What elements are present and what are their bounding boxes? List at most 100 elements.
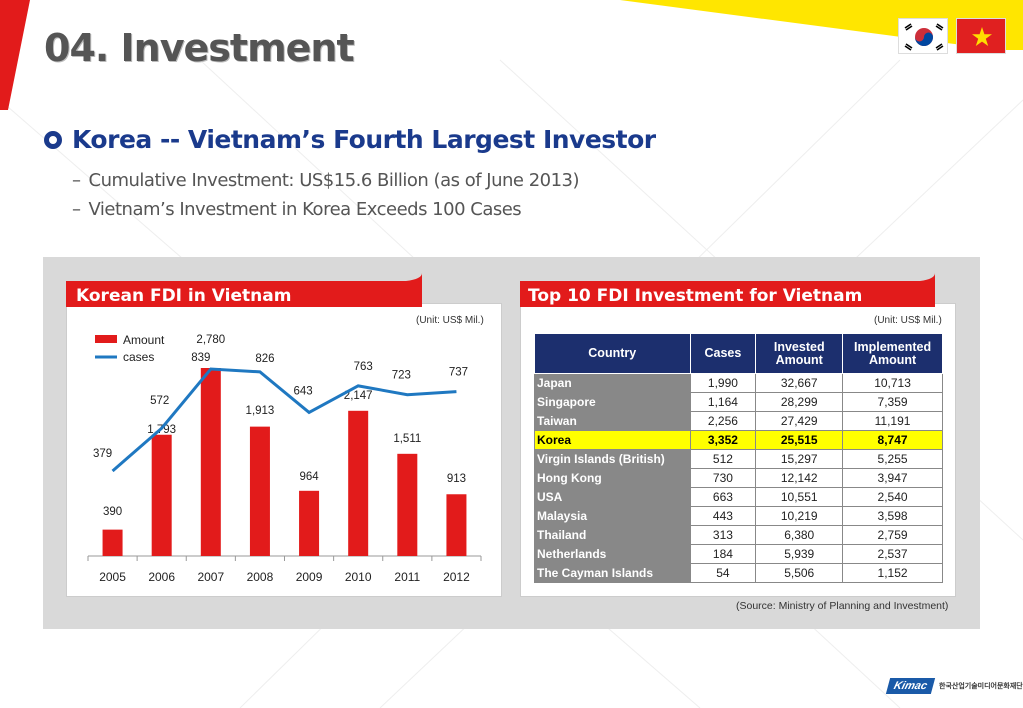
cell-implemented: 1,152 — [842, 563, 943, 583]
chart-tab-shape — [66, 273, 422, 307]
x-tick-label: 2012 — [443, 570, 470, 584]
cell-implemented: 11,191 — [842, 411, 943, 431]
bar-data-label: 1,511 — [393, 433, 421, 445]
header-invested: Invested Amount — [755, 333, 844, 374]
amount-bar — [200, 368, 221, 556]
cell-implemented: 3,947 — [842, 468, 943, 488]
cell-cases: 313 — [689, 525, 757, 545]
bullet-ring-icon — [44, 130, 62, 149]
cell-country: The Cayman Islands — [534, 563, 691, 583]
subpoint-text: Vietnam’s Investment in Korea Exceeds 10… — [88, 199, 522, 220]
cell-country: Taiwan — [534, 411, 691, 431]
x-tick-label: 2010 — [345, 570, 372, 584]
x-tick-label: 2005 — [99, 570, 126, 584]
table-row: Singapore 1,164 28,299 7,359 — [534, 392, 943, 412]
line-data-label: 572 — [150, 395, 169, 407]
line-data-label: 737 — [449, 367, 468, 379]
header-cases: Cases — [689, 333, 757, 374]
cell-implemented: 2,537 — [842, 544, 943, 564]
legend-label-amount: Amount — [123, 333, 165, 347]
amount-bar — [397, 453, 418, 556]
cell-invested: 10,219 — [755, 506, 844, 526]
source-note: (Source: Ministry of Planning and Invest… — [736, 600, 949, 612]
cell-cases: 730 — [689, 468, 757, 488]
bar-data-label: 1,913 — [246, 405, 275, 417]
subpoint-text: Cumulative Investment: US$15.6 Billion (… — [88, 170, 580, 191]
cell-invested: 12,142 — [755, 468, 844, 488]
korea-flag-icon — [898, 18, 948, 54]
header-implemented: Implemented Amount — [842, 333, 943, 374]
table-row: Korea 3,352 25,515 8,747 — [534, 430, 943, 450]
subpoint: – Cumulative Investment: US$15.6 Billion … — [72, 170, 580, 191]
table-row: Taiwan 2,256 27,429 11,191 — [534, 411, 943, 431]
kimac-logo: Kimac 한국산업기술미디어문화재단 — [885, 678, 1023, 694]
amount-bar — [446, 494, 467, 556]
line-data-label: 379 — [93, 448, 112, 460]
cell-invested: 25,515 — [755, 430, 844, 450]
cell-cases: 2,256 — [689, 411, 757, 431]
bar-data-label: 390 — [103, 506, 122, 518]
cell-invested: 10,551 — [755, 487, 844, 507]
cell-country: Hong Kong — [534, 468, 691, 488]
chart-unit: (Unit: US$ Mil.) — [416, 315, 484, 326]
table-row: The Cayman Islands 54 5,506 1,152 — [534, 563, 943, 583]
line-data-label: 643 — [293, 385, 312, 397]
cell-country: Korea — [534, 430, 691, 450]
cell-implemented: 10,713 — [842, 373, 943, 393]
line-data-label: 763 — [354, 361, 373, 373]
amount-bar — [299, 490, 320, 556]
cell-country: Virgin Islands (British) — [534, 449, 691, 469]
cell-cases: 1,990 — [689, 373, 757, 393]
cell-implemented: 5,255 — [842, 449, 943, 469]
line-data-label: 723 — [392, 370, 411, 382]
cell-country: Malaysia — [534, 506, 691, 526]
cell-invested: 32,667 — [755, 373, 844, 393]
table-header-row: Country Cases Invested Amount Implemente… — [534, 333, 943, 374]
cell-invested: 15,297 — [755, 449, 844, 469]
line-data-label: 826 — [255, 353, 274, 365]
amount-bar — [102, 529, 123, 556]
cell-country: Japan — [534, 373, 691, 393]
amount-bar — [151, 434, 172, 556]
header-country: Country — [534, 333, 691, 374]
dash-icon: – — [72, 199, 81, 220]
cell-invested: 27,429 — [755, 411, 844, 431]
bar-data-label: 964 — [299, 471, 319, 483]
x-tick-label: 2007 — [197, 570, 224, 584]
dash-icon: – — [72, 170, 81, 191]
cell-cases: 184 — [689, 544, 757, 564]
main-bullet: Korea -- Vietnam’s Fourth Largest Invest… — [44, 125, 656, 154]
legend-label-cases: cases — [123, 350, 154, 364]
cell-cases: 54 — [689, 563, 757, 583]
vietnam-flag-icon — [956, 18, 1006, 54]
cell-country: Thailand — [534, 525, 691, 545]
table-row: Virgin Islands (British) 512 15,297 5,255 — [534, 449, 943, 469]
main-heading: Korea -- Vietnam’s Fourth Largest Invest… — [72, 125, 656, 154]
bar-data-label: 913 — [447, 473, 466, 485]
legend-swatch-amount — [95, 335, 117, 343]
x-tick-label: 2009 — [296, 570, 323, 584]
page-title: 04. Investment — [44, 26, 355, 70]
cell-cases: 663 — [689, 487, 757, 507]
logo-mark: Kimac — [885, 678, 936, 694]
fdi-table: Country Cases Invested Amount Implemente… — [534, 333, 943, 583]
cell-invested: 5,506 — [755, 563, 844, 583]
line-data-label: 839 — [191, 352, 210, 364]
table-unit: (Unit: US$ Mil.) — [874, 315, 942, 326]
x-tick-label: 2011 — [394, 570, 420, 584]
subpoint: – Vietnam’s Investment in Korea Exceeds 1… — [72, 199, 522, 220]
chart-title: Korean FDI in Vietnam — [76, 286, 292, 306]
amount-bar — [249, 426, 270, 556]
table-row: Thailand 313 6,380 2,759 — [534, 525, 943, 545]
cell-country: Netherlands — [534, 544, 691, 564]
table-tab-shape — [520, 273, 935, 307]
cell-country: USA — [534, 487, 691, 507]
cell-implemented: 2,759 — [842, 525, 943, 545]
x-tick-label: 2006 — [148, 570, 175, 584]
cell-cases: 3,352 — [689, 430, 757, 450]
bar-data-label: 2,780 — [196, 334, 225, 346]
cell-country: Singapore — [534, 392, 691, 412]
cell-implemented: 3,598 — [842, 506, 943, 526]
table-title: Top 10 FDI Investment for Vietnam — [528, 286, 863, 306]
cell-cases: 443 — [689, 506, 757, 526]
